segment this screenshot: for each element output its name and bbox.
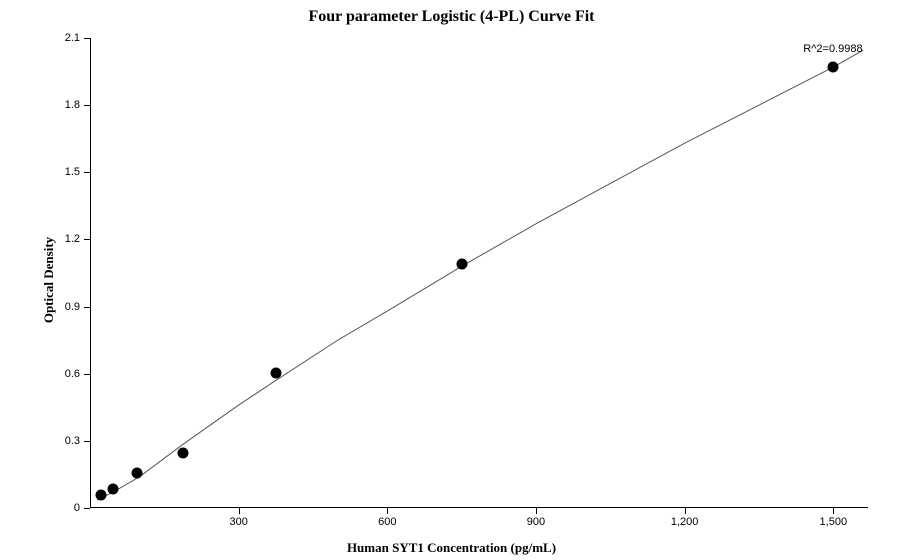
y-tick-mark — [84, 172, 90, 173]
plot-area: R^2=0.9988 — [90, 38, 868, 508]
data-point — [131, 468, 142, 479]
x-tick-label: 300 — [229, 516, 247, 528]
y-tick-mark — [84, 38, 90, 39]
fit-curve-path — [97, 50, 863, 500]
data-point — [828, 62, 839, 73]
y-tick-label: 0.3 — [40, 435, 80, 447]
y-tick-label: 0.6 — [40, 368, 80, 380]
data-point — [178, 448, 189, 459]
x-tick-mark — [536, 508, 537, 514]
y-tick-mark — [84, 508, 90, 509]
x-tick-label: 600 — [378, 516, 396, 528]
chart-title: Four parameter Logistic (4-PL) Curve Fit — [0, 8, 903, 26]
x-axis-label: Human SYT1 Concentration (pg/mL) — [0, 540, 903, 556]
x-tick-label: 1,200 — [671, 516, 699, 528]
data-point — [96, 489, 107, 500]
x-tick-label: 900 — [527, 516, 545, 528]
y-tick-label: 0 — [40, 502, 80, 514]
data-point — [270, 367, 281, 378]
data-point — [108, 483, 119, 494]
data-point — [456, 259, 467, 270]
y-tick-mark — [84, 239, 90, 240]
x-tick-mark — [833, 508, 834, 514]
y-tick-mark — [84, 441, 90, 442]
y-tick-label: 0.9 — [40, 301, 80, 313]
r-squared-annotation: R^2=0.9988 — [803, 43, 862, 55]
x-tick-label: 1,500 — [820, 516, 848, 528]
y-tick-mark — [84, 374, 90, 375]
y-tick-label: 1.5 — [40, 166, 80, 178]
y-tick-mark — [84, 307, 90, 308]
x-tick-mark — [685, 508, 686, 514]
fit-curve — [90, 38, 868, 508]
y-tick-label: 2.1 — [40, 32, 80, 44]
y-tick-label: 1.8 — [40, 99, 80, 111]
chart-container: Four parameter Logistic (4-PL) Curve Fit… — [0, 0, 903, 560]
y-tick-mark — [84, 105, 90, 106]
x-tick-mark — [387, 508, 388, 514]
x-tick-mark — [239, 508, 240, 514]
y-tick-label: 1.2 — [40, 233, 80, 245]
